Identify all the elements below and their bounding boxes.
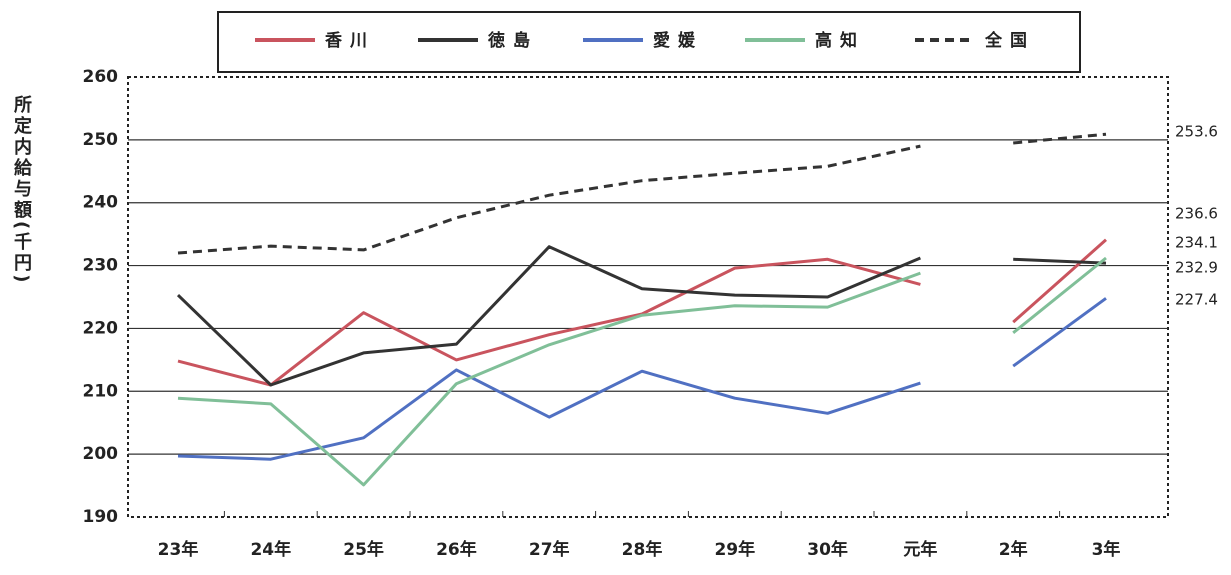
x-tick-label: 26年 [436, 539, 477, 560]
series-line [176, 245, 1107, 387]
x-tick-label: 25年 [343, 539, 384, 560]
series-line [177, 256, 1107, 487]
end-label: 227.4 [1175, 291, 1218, 309]
x-tick-label: 24年 [250, 539, 291, 560]
legend-label: 高知 [815, 30, 865, 51]
y-tick-label: 250 [83, 130, 119, 150]
legend-label: 徳島 [487, 30, 538, 51]
y-tick-label: 200 [83, 444, 119, 464]
y-tick-label: 210 [83, 381, 119, 401]
series-line [177, 297, 1107, 461]
legend-label: 全国 [984, 30, 1035, 51]
series-line [177, 238, 1107, 387]
x-tick-label: 3年 [1092, 539, 1121, 560]
y-tick-label: 240 [83, 193, 119, 213]
x-tick-label: 2年 [999, 539, 1028, 560]
y-tick-label: 190 [83, 507, 119, 527]
end-label: 236.6 [1175, 205, 1218, 223]
plot-frame [127, 76, 1169, 518]
x-tick-label: 23年 [158, 539, 199, 560]
y-tick-label: 220 [83, 318, 119, 338]
x-tick-label: 元年 [903, 539, 937, 560]
end-label: 234.1 [1175, 234, 1218, 252]
series-line [177, 132, 1107, 255]
x-tick-label: 27年 [529, 539, 570, 560]
x-tick-label: 28年 [622, 539, 663, 560]
legend-label: 愛媛 [653, 30, 703, 51]
y-axis-label: 所定内給与額(千円) [11, 95, 32, 286]
legend-label: 香川 [325, 31, 375, 51]
x-tick-label: 30年 [807, 539, 848, 560]
end-label: 232.9 [1175, 259, 1218, 277]
end-label: 253.6 [1175, 123, 1218, 141]
y-tick-label: 230 [83, 256, 119, 276]
y-tick-label: 260 [83, 67, 119, 87]
legend-box [217, 11, 1081, 73]
x-tick-label: 29年 [714, 539, 755, 560]
